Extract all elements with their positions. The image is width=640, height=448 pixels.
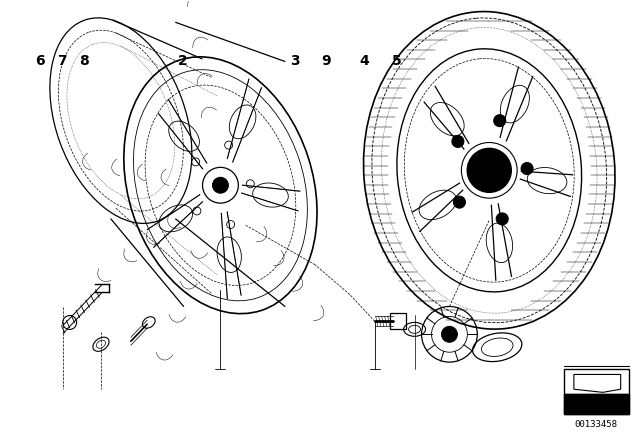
Bar: [564, 394, 628, 414]
Text: 3: 3: [290, 54, 300, 68]
Text: 9: 9: [321, 54, 331, 68]
Circle shape: [496, 213, 508, 225]
Text: 5: 5: [392, 54, 401, 68]
Circle shape: [452, 135, 464, 147]
Circle shape: [212, 177, 228, 193]
Circle shape: [493, 115, 506, 127]
Circle shape: [454, 196, 465, 208]
Circle shape: [467, 148, 511, 192]
Circle shape: [471, 152, 507, 188]
Text: 1: 1: [490, 174, 500, 188]
Text: 4: 4: [360, 54, 369, 68]
Text: 00133458: 00133458: [575, 420, 618, 429]
Text: 8: 8: [79, 54, 89, 68]
Text: 6: 6: [35, 54, 44, 68]
Circle shape: [442, 326, 458, 342]
Circle shape: [521, 163, 533, 174]
Bar: [564, 369, 628, 414]
Text: 7: 7: [57, 54, 67, 68]
Text: 2: 2: [178, 54, 188, 68]
